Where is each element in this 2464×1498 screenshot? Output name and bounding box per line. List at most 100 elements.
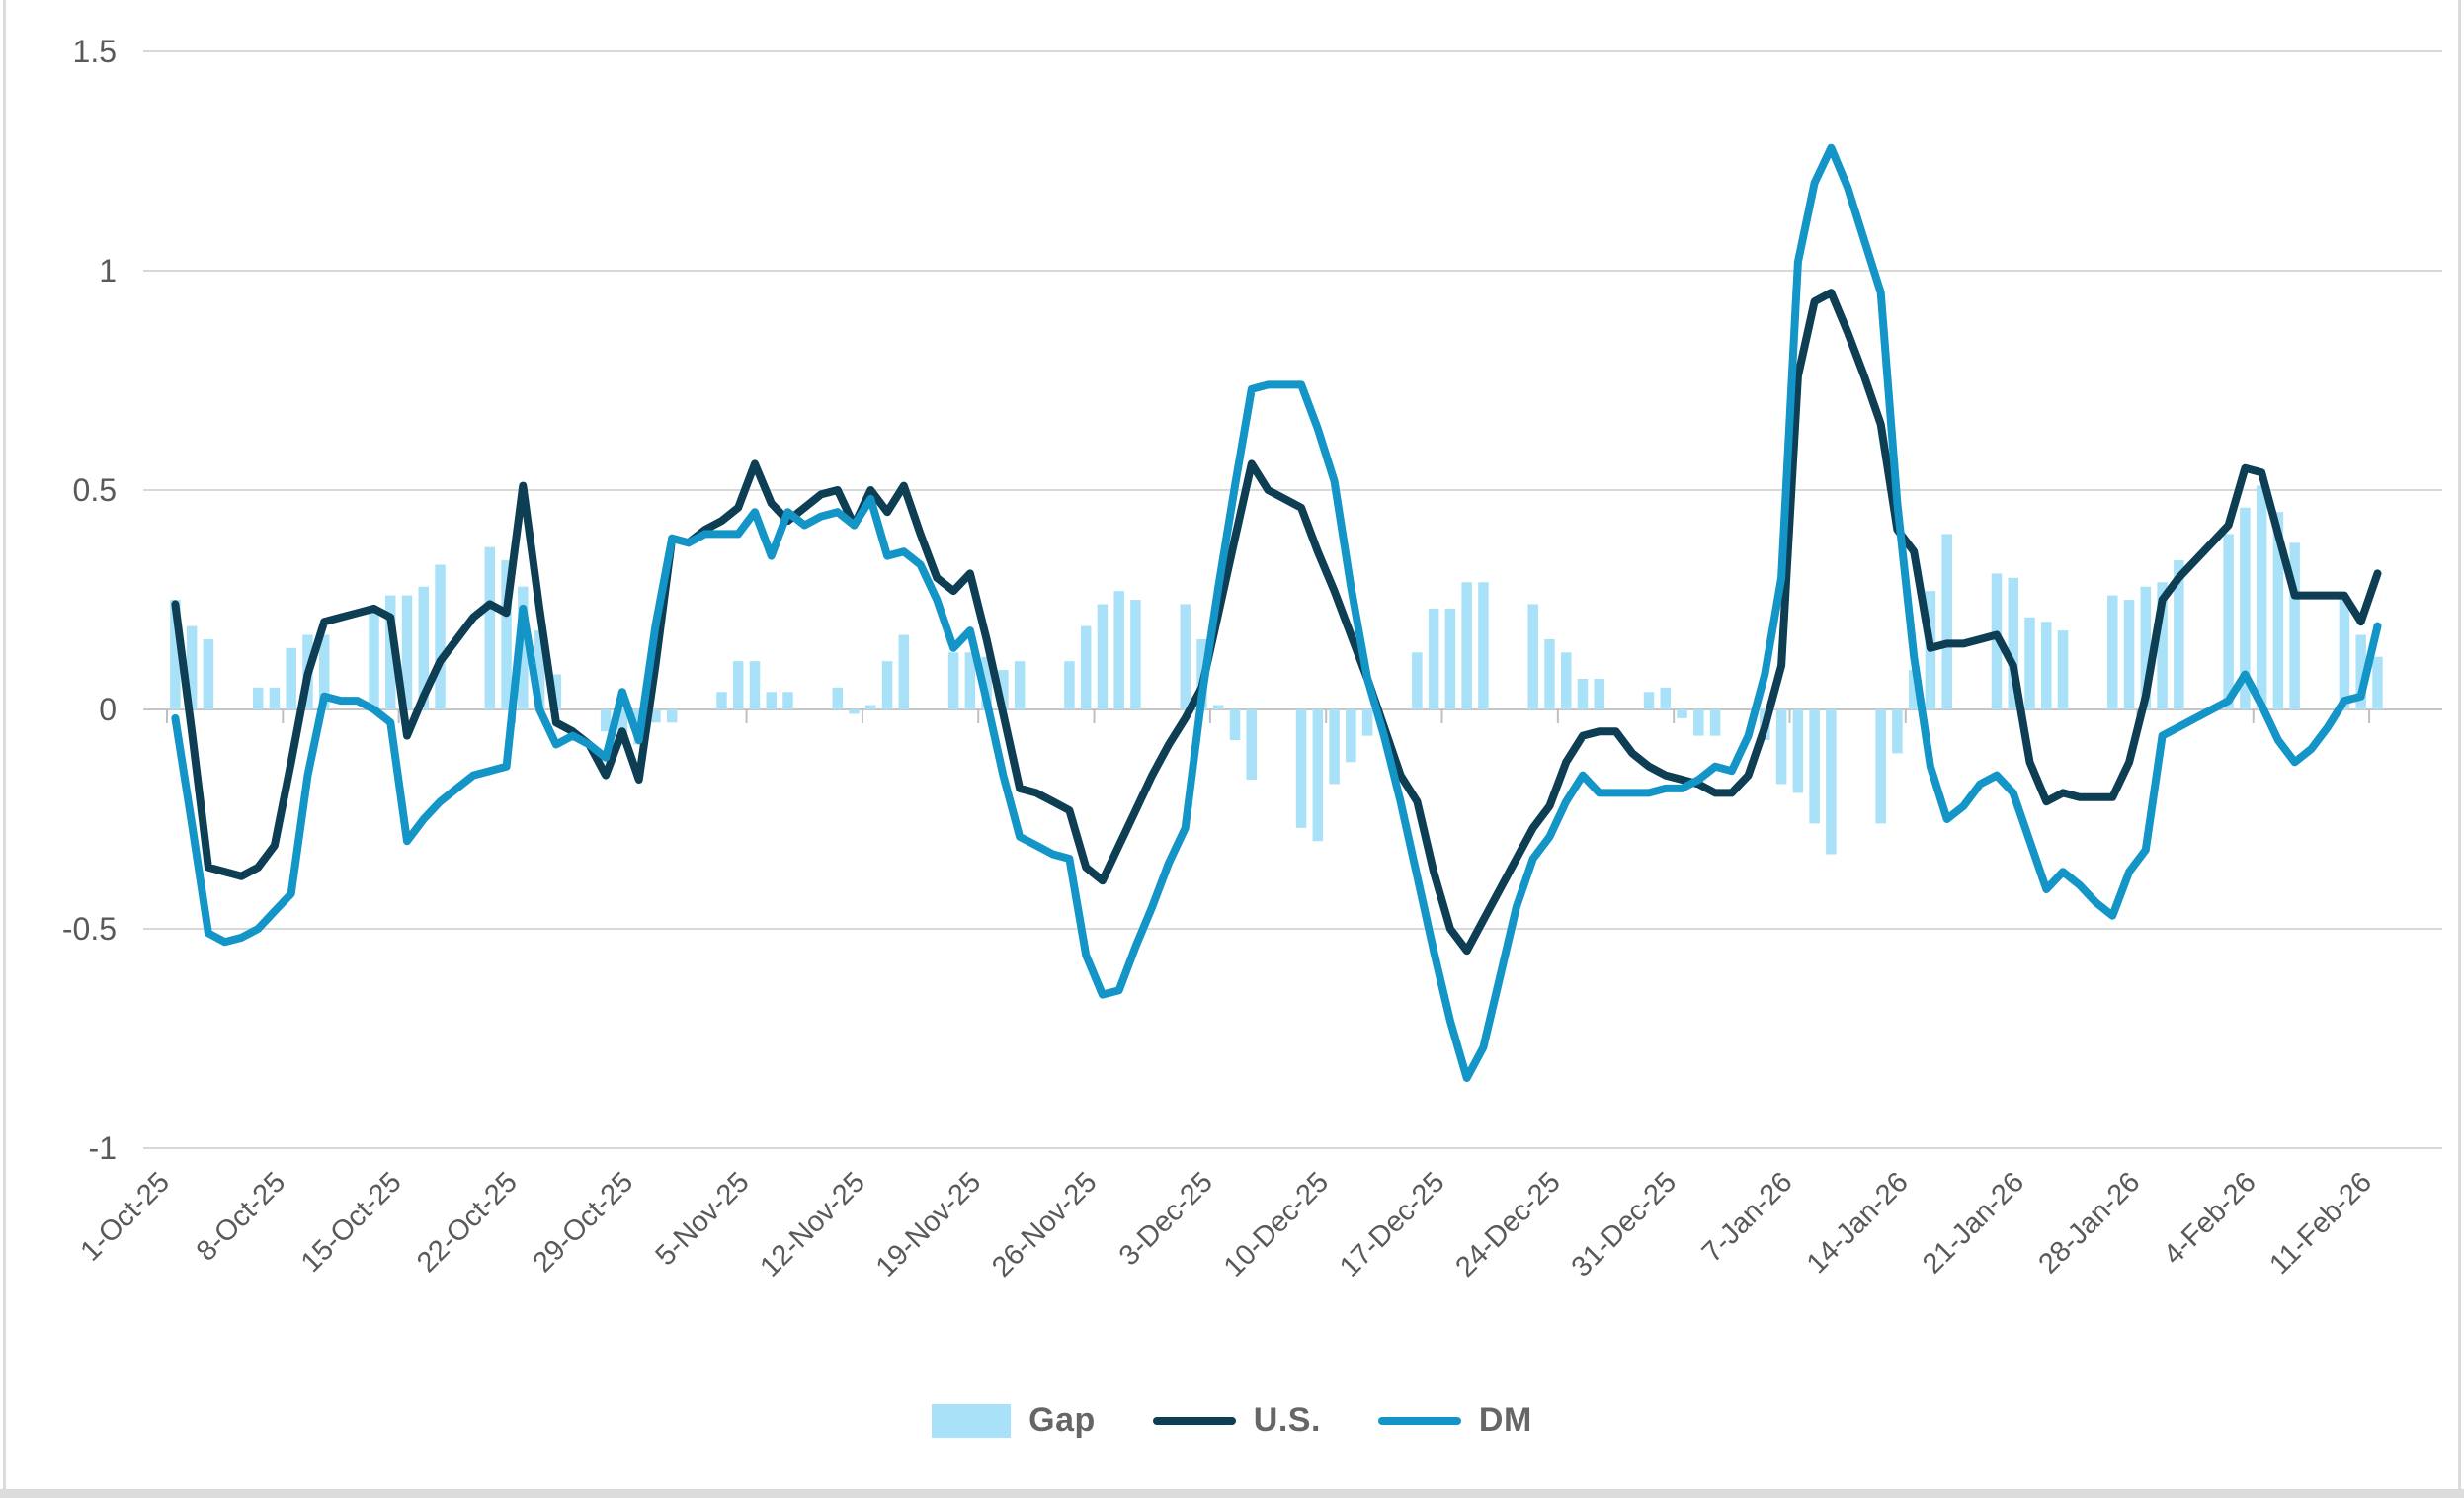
gap-bar bbox=[1809, 709, 1820, 824]
gap-bar bbox=[1892, 709, 1903, 754]
gap-bar bbox=[981, 656, 992, 709]
gap-bar bbox=[369, 608, 379, 709]
gap-bar bbox=[2339, 595, 2350, 709]
gap-bar bbox=[1361, 709, 1373, 736]
gap-bar bbox=[2355, 634, 2366, 709]
gap-bar bbox=[1677, 709, 1687, 718]
gap-bar bbox=[2289, 542, 2300, 709]
gap-bar bbox=[252, 687, 264, 709]
x-tick-label: 14-Jan-26 bbox=[1801, 1166, 1915, 1280]
gap-bar bbox=[269, 687, 281, 709]
gap-bar bbox=[1775, 709, 1787, 785]
gap-bar bbox=[964, 652, 976, 709]
gap-bar bbox=[286, 647, 296, 709]
page-border-right bbox=[2458, 0, 2461, 1498]
gap-bar bbox=[2157, 582, 2168, 709]
gap-bar bbox=[1428, 608, 1439, 709]
gap-bar bbox=[1080, 625, 1092, 709]
gap-bar bbox=[1180, 604, 1191, 709]
dm-line-series bbox=[171, 143, 2382, 1082]
gap-bar bbox=[2223, 534, 2234, 709]
legend-label-us: U.S. bbox=[1253, 1401, 1321, 1439]
y-tick-label: 0 bbox=[99, 692, 117, 727]
gap-bar bbox=[401, 595, 413, 709]
gap-bar bbox=[1097, 604, 1109, 709]
gap-bar bbox=[849, 709, 860, 714]
x-tick-label: 28-Jan-26 bbox=[2032, 1166, 2146, 1280]
gap-bar bbox=[534, 630, 545, 709]
y-tick-label: 1.5 bbox=[73, 34, 117, 69]
legend-item-gap[interactable]: Gap bbox=[932, 1401, 1096, 1440]
gap-bar bbox=[1312, 709, 1324, 842]
dm-line-swatch-icon bbox=[1377, 1416, 1461, 1425]
gap-bar bbox=[203, 638, 214, 709]
gap-bar bbox=[2240, 507, 2251, 709]
gap-bar bbox=[1213, 705, 1224, 709]
gap-bar bbox=[1560, 652, 1572, 709]
x-tick-label: 24-Dec-25 bbox=[1449, 1166, 1566, 1283]
gap-bar bbox=[1709, 709, 1721, 736]
legend-item-dm[interactable]: DM bbox=[1377, 1401, 1532, 1440]
chart-legend: Gap U.S. DM bbox=[0, 1401, 2464, 1440]
gap-bar bbox=[1444, 608, 1456, 709]
gap-bar bbox=[865, 705, 876, 709]
x-tick-label: 3-Dec-25 bbox=[1113, 1166, 1219, 1272]
gap-bar bbox=[716, 692, 727, 709]
x-tick-label: 7-Jan-26 bbox=[1696, 1166, 1799, 1269]
gap-bar bbox=[998, 670, 1009, 709]
gap-bar bbox=[418, 586, 430, 709]
us-line-series bbox=[171, 289, 2382, 956]
gap-bar bbox=[616, 709, 628, 745]
gap-bar bbox=[186, 625, 198, 709]
gap-bar bbox=[518, 586, 529, 709]
gap-bar bbox=[1941, 534, 1952, 709]
gap-bar bbox=[2123, 600, 2135, 709]
gap-bar bbox=[1594, 678, 1604, 709]
gap-bar bbox=[1295, 709, 1307, 828]
x-tick-label: 8-Oct-25 bbox=[191, 1166, 291, 1267]
gap-bar bbox=[1693, 709, 1704, 736]
gap-bar bbox=[2256, 485, 2267, 709]
x-tick-label: 10-Dec-25 bbox=[1218, 1166, 1335, 1283]
gap-bar bbox=[1792, 709, 1804, 793]
gap-bar bbox=[1461, 582, 1472, 709]
x-tick-label: 17-Dec-25 bbox=[1334, 1166, 1450, 1283]
us-line-swatch-icon bbox=[1152, 1416, 1236, 1425]
x-tick-label: 5-Nov-25 bbox=[650, 1166, 756, 1272]
gap-bar bbox=[1130, 600, 1141, 709]
gap-bar bbox=[1346, 709, 1356, 763]
gap-bar bbox=[501, 560, 512, 709]
gap-bar bbox=[2174, 560, 2184, 709]
legend-label-gap: Gap bbox=[1028, 1401, 1096, 1439]
gap-bar bbox=[1113, 591, 1124, 709]
x-tick-label: 12-Nov-25 bbox=[754, 1166, 870, 1283]
gap-bar bbox=[1643, 692, 1655, 709]
x-tick-label: 21-Jan-26 bbox=[1917, 1166, 2030, 1280]
y-tick-label: -0.5 bbox=[62, 911, 117, 947]
legend-item-us[interactable]: U.S. bbox=[1152, 1401, 1321, 1440]
gap-bar bbox=[1014, 661, 1026, 709]
gap-bar bbox=[1246, 709, 1258, 781]
gap-bar bbox=[898, 634, 910, 709]
gap-bar bbox=[484, 546, 496, 709]
gap-bar bbox=[2008, 577, 2018, 709]
gap-bar bbox=[1577, 678, 1589, 709]
gap-bar bbox=[1064, 661, 1075, 709]
gap-bar bbox=[2057, 630, 2069, 709]
gap-bar bbox=[2024, 617, 2035, 709]
gap-bar bbox=[782, 692, 793, 709]
gap-bar bbox=[732, 661, 744, 709]
legend-label-dm: DM bbox=[1478, 1401, 1532, 1439]
gap-bar bbox=[2272, 512, 2284, 709]
x-tick-label: 1-Oct-25 bbox=[75, 1166, 176, 1267]
gap-bar bbox=[2372, 656, 2383, 709]
gap-bar bbox=[666, 709, 678, 723]
gap-bar bbox=[550, 674, 562, 709]
gap-bar bbox=[881, 661, 893, 709]
gap-bar bbox=[1478, 582, 1489, 709]
gap-bar bbox=[1544, 638, 1555, 709]
gap-bar bbox=[1826, 709, 1837, 855]
gap-bar bbox=[947, 652, 959, 709]
gap-bar bbox=[650, 709, 661, 723]
